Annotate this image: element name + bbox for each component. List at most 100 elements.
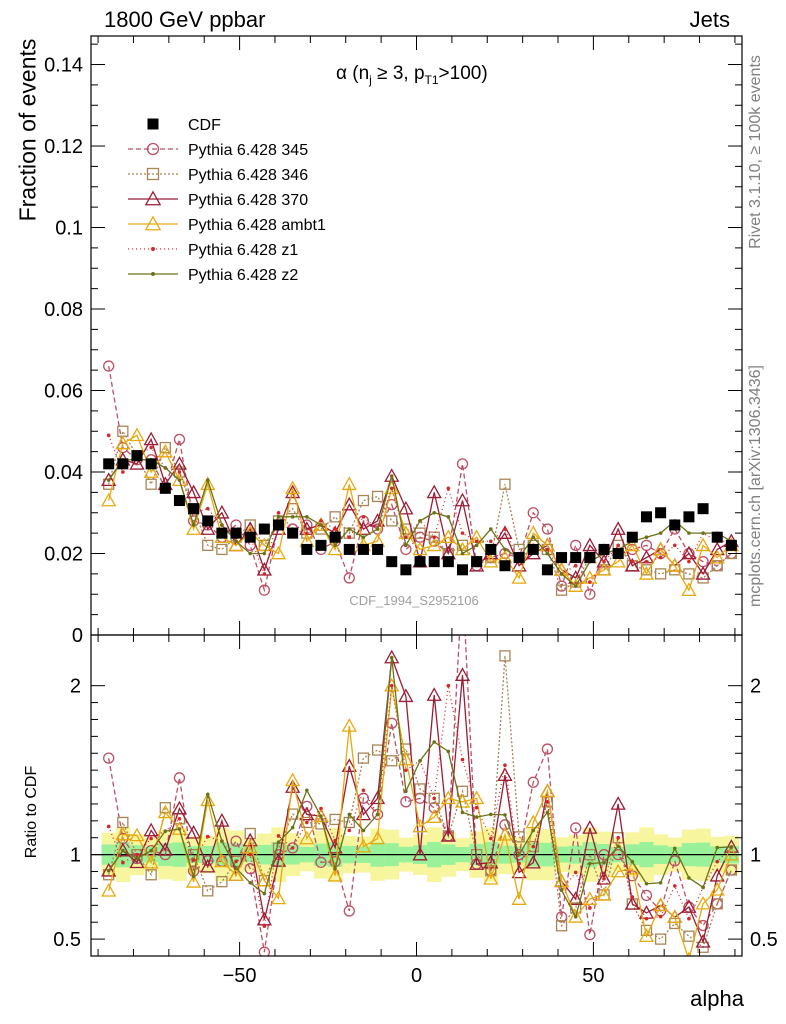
point-pythia-6-428-z2	[460, 551, 465, 556]
ratio-point-pythia-6-428-z2	[573, 915, 578, 919]
point-pythia-6-428-z1	[588, 580, 592, 584]
point-pythia-6-428-z1	[644, 559, 649, 564]
point-cdf	[173, 495, 185, 507]
ratio-point-pythia-6-428-z2	[389, 655, 394, 660]
point-pythia-6-428-345	[584, 588, 596, 600]
point-pythia-6-428-z1	[305, 531, 309, 535]
point-pythia-6-428-z1	[177, 470, 182, 474]
point-pythia-6-428-346	[329, 511, 341, 523]
ratio-point-pythia-6-428-346	[117, 816, 129, 829]
ratio-point-pythia-6-428-z1	[573, 870, 578, 875]
ratio-point-pythia-6-428-345	[527, 776, 539, 788]
ratio-point-pythia-6-428-346	[202, 885, 214, 897]
point-pythia-6-428-ambt1	[681, 582, 697, 597]
ratio-point-pythia-6-428-z1	[545, 800, 550, 804]
point-pythia-6-428-z2	[248, 551, 253, 556]
point-pythia-6-428-z1	[389, 486, 394, 491]
point-pythia-6-428-z2	[503, 547, 507, 552]
point-pythia-6-428-ambt1	[638, 566, 655, 580]
ratio-point-pythia-6-428-z2	[163, 829, 168, 833]
ratio-point-pythia-6-428-z1	[531, 844, 536, 849]
point-cdf	[697, 503, 709, 515]
point-pythia-6-428-z2	[559, 572, 564, 576]
header-right: Jets	[689, 7, 730, 32]
ratio-point-pythia-6-428-370	[171, 800, 188, 815]
y-tick-label: 0.04	[44, 462, 83, 484]
ratio-point-pythia-6-428-370	[101, 862, 117, 877]
point-pythia-6-428-370	[426, 484, 442, 499]
ratio-point-pythia-6-428-ambt1	[686, 951, 692, 956]
ratio-y-tick-label-right: 0.5	[750, 929, 778, 951]
ratio-point-pythia-6-428-345	[315, 856, 327, 868]
ratio-point-pythia-6-428-346	[414, 783, 426, 795]
point-pythia-6-428-370	[709, 541, 725, 556]
point-pythia-6-428-z2	[375, 527, 380, 531]
ratio-point-pythia-6-428-z1	[361, 788, 366, 793]
point-pythia-6-428-346	[357, 494, 370, 507]
ratio-point-pythia-6-428-z1	[715, 859, 720, 864]
point-pythia-6-428-z1	[106, 433, 111, 438]
point-pythia-6-428-370	[214, 504, 230, 519]
point-pythia-6-428-z2	[687, 531, 691, 535]
point-cdf	[598, 543, 610, 555]
point-pythia-6-428-z1	[361, 515, 366, 519]
ratio-point-pythia-6-428-ambt1	[426, 809, 442, 823]
ratio-point-pythia-6-428-ambt1	[440, 790, 456, 805]
point-pythia-6-428-z1	[347, 535, 352, 540]
ratio-point-pythia-6-428-ambt1	[157, 804, 173, 819]
x-tick-label: 50	[582, 965, 604, 987]
point-pythia-6-428-345	[173, 433, 186, 446]
ratio-point-pythia-6-428-z2	[404, 789, 408, 794]
ratio-point-pythia-6-428-z2	[446, 749, 451, 754]
point-pythia-6-428-z2	[658, 531, 663, 535]
ratio-point-pythia-6-428-z1	[191, 858, 196, 862]
point-pythia-6-428-ambt1	[412, 541, 428, 556]
ratio-point-pythia-6-428-ambt1	[228, 867, 244, 881]
ratio-point-pythia-6-428-346	[386, 755, 398, 767]
point-pythia-6-428-z2	[163, 466, 168, 470]
point-cdf	[244, 531, 256, 543]
ratio-point-pythia-6-428-z1	[616, 835, 620, 840]
point-cdf	[655, 507, 667, 519]
point-pythia-6-428-345	[456, 458, 469, 470]
ratio-point-pythia-6-428-ambt1	[115, 826, 131, 841]
legend-label-pythia-6-428-z2: Pythia 6.428 z2	[188, 267, 298, 284]
ratio-y-tick-label: 2	[70, 676, 81, 698]
ratio-point-pythia-6-428-ambt1	[200, 792, 216, 807]
point-pythia-6-428-370	[582, 537, 598, 552]
point-cdf	[159, 482, 171, 494]
point-pythia-6-428-370	[454, 492, 471, 507]
point-pythia-6-428-370	[624, 557, 640, 572]
point-cdf	[513, 552, 525, 564]
ratio-point-pythia-6-428-ambt1	[299, 830, 315, 845]
ratio-point-pythia-6-428-370	[214, 813, 230, 827]
point-pythia-6-428-370	[681, 545, 697, 560]
point-cdf	[301, 543, 313, 555]
point-cdf	[725, 539, 737, 551]
watermark: CDF_1994_S2952106	[349, 593, 479, 608]
point-cdf	[414, 556, 426, 568]
point-cdf	[570, 552, 582, 564]
point-pythia-6-428-ambt1	[483, 553, 499, 568]
ratio-point-pythia-6-428-z1	[503, 763, 507, 767]
point-pythia-6-428-z2	[106, 478, 111, 482]
y-tick-label: 0.12	[44, 136, 83, 158]
ratio-point-pythia-6-428-ambt1	[610, 863, 626, 878]
point-pythia-6-428-346	[216, 543, 228, 556]
ratio-y-tick-label: 1	[70, 845, 81, 867]
ratio-series-group	[101, 635, 739, 956]
ratio-point-pythia-6-428-370	[681, 899, 697, 913]
point-cdf	[117, 458, 129, 470]
ratio-line-pythia-6-428-ambt1	[108, 685, 732, 956]
point-cdf	[428, 556, 440, 568]
point-pythia-6-428-z2	[474, 543, 479, 548]
point-pythia-6-428-345	[343, 572, 355, 584]
point-cdf	[683, 511, 695, 523]
ratio-point-pythia-6-428-346	[357, 752, 370, 764]
ratio-point-pythia-6-428-370	[143, 822, 159, 837]
ratio-point-pythia-6-428-z2	[432, 740, 436, 744]
ratio-point-pythia-6-428-ambt1	[511, 891, 527, 905]
series-line-pythia-6-428-346	[108, 429, 732, 592]
point-pythia-6-428-z2	[488, 527, 493, 531]
point-pythia-6-428-ambt1	[200, 476, 216, 491]
